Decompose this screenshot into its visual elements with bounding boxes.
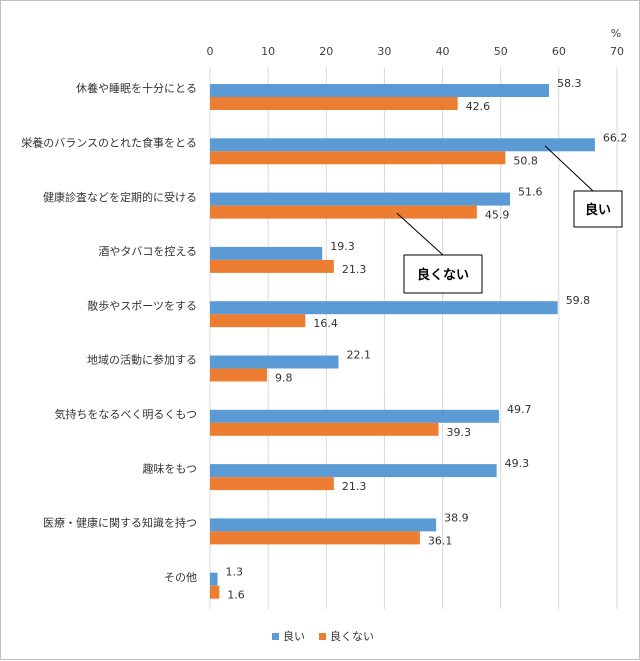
callout-leader (544, 145, 594, 192)
data-label: 1.3 (226, 566, 244, 579)
bar-not-good (210, 477, 334, 491)
bar-not-good (210, 259, 334, 273)
bar-good (210, 301, 558, 315)
unit-label: % (611, 27, 621, 40)
x-tick-label: 20 (319, 45, 333, 58)
data-label: 59.8 (566, 294, 591, 307)
data-label: 21.3 (342, 263, 367, 276)
bar-good (210, 246, 323, 260)
data-label: 19.3 (330, 240, 355, 253)
bar-good (210, 464, 497, 478)
callout-box (573, 190, 623, 228)
data-label: 22.1 (346, 349, 371, 362)
x-tick-label: 30 (377, 45, 391, 58)
x-tick-label: 40 (436, 45, 450, 58)
data-label: 38.9 (444, 511, 469, 524)
data-label: 39.3 (447, 426, 472, 439)
bar-not-good (210, 205, 477, 219)
category-label: 酒やタバコを控える (98, 244, 197, 258)
legend: 良い 良くない (272, 629, 374, 643)
legend-swatch (272, 633, 279, 640)
data-label: 66.2 (603, 131, 628, 144)
data-label: 36.1 (428, 534, 453, 547)
data-labels: 58.3 42.6 66.2 50.8 51.6 45.9 19.3 21.3 59.8 16.4… (226, 77, 628, 602)
category-label: 休養や睡眠を十分にとる (76, 81, 197, 95)
category-label: 健康診査などを定期的に受ける (43, 190, 197, 204)
x-axis-ticks: 0 10 20 30 40 50 60 70 (207, 45, 625, 58)
callout-label: 良い (585, 202, 611, 218)
legend-label: 良い (283, 629, 305, 643)
bar-good (210, 355, 339, 369)
data-label: 42.6 (466, 100, 491, 113)
bar-good (210, 192, 511, 206)
bar-good (210, 572, 218, 586)
data-label: 45.9 (485, 209, 510, 222)
bar-good (210, 84, 549, 97)
legend-label: 良くない (330, 629, 374, 643)
category-label: 医療・健康に関する知識を持つ (43, 516, 197, 530)
bar-not-good (210, 585, 220, 599)
bar-not-good (210, 97, 458, 110)
bar-not-good (210, 314, 306, 328)
category-label: 栄養のバランスのとれた食事をとる (21, 135, 197, 149)
data-label: 58.3 (557, 77, 582, 90)
category-label: その他 (164, 571, 197, 584)
data-label: 21.3 (342, 480, 367, 493)
data-label: 49.3 (505, 457, 530, 470)
bar-good (210, 138, 595, 152)
data-label: 16.4 (313, 317, 338, 330)
callout-box (403, 254, 483, 294)
category-label: 気持ちをなるべく明るくもつ (54, 407, 197, 421)
x-tick-label: 10 (261, 45, 275, 58)
callout-leader (396, 212, 444, 256)
category-label: 散歩やスポーツをする (87, 298, 197, 312)
bar-not-good (210, 531, 420, 545)
legend-swatch (319, 633, 326, 640)
bar-not-good (210, 151, 506, 165)
x-tick-label: 0 (207, 45, 214, 58)
bar-good (210, 518, 437, 532)
callout-label: 良くない (417, 267, 469, 283)
data-label: 51.6 (518, 186, 543, 199)
data-label: 50.8 (513, 154, 538, 167)
bar-not-good (210, 368, 267, 382)
category-label: 趣味をもつ (142, 461, 197, 475)
x-tick-label: 60 (552, 45, 566, 58)
bar-good (210, 409, 499, 423)
bar-not-good (210, 422, 439, 436)
category-labels: 休養や睡眠を十分にとる栄養のバランスのとれた食事をとる健康診査などを定期的に受け… (21, 81, 197, 584)
bars (210, 84, 595, 599)
data-label: 49.7 (507, 403, 531, 416)
category-label: 地域の活動に参加する (87, 353, 197, 367)
data-label: 1.6 (227, 589, 245, 602)
data-label: 9.8 (275, 372, 293, 385)
x-tick-label: 50 (494, 45, 508, 58)
x-tick-label: 70 (610, 45, 624, 58)
